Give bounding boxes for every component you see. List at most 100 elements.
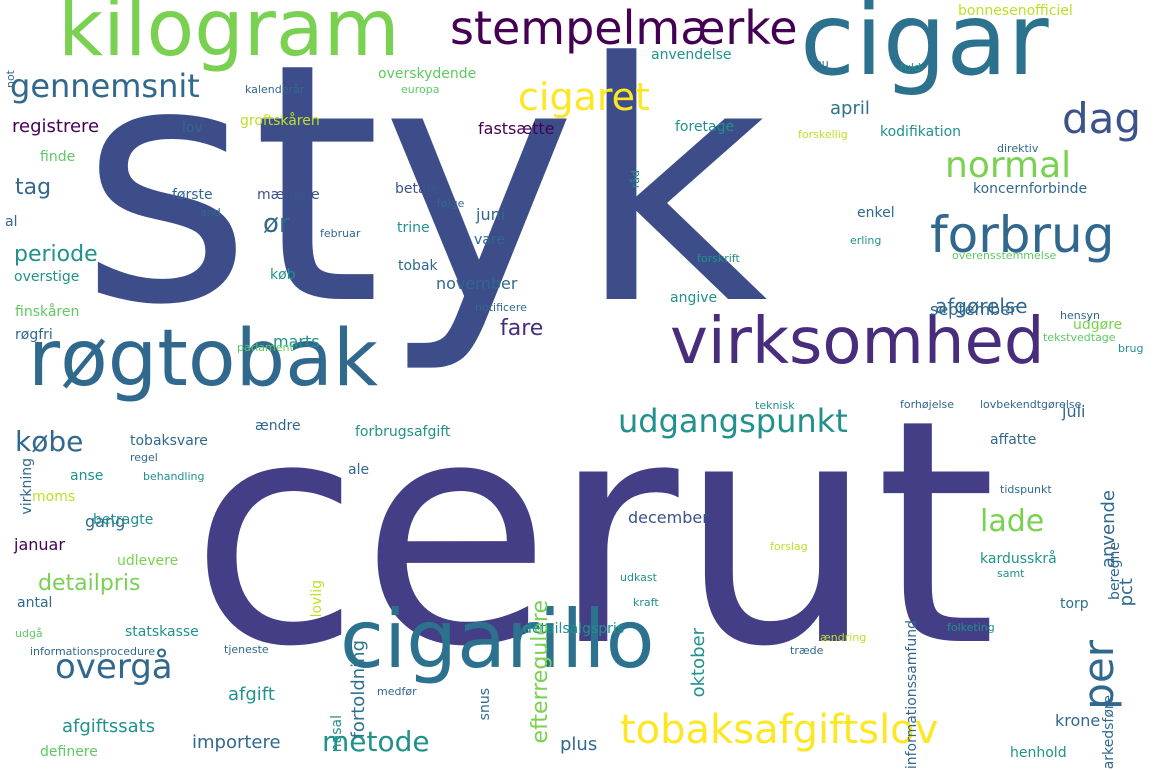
cloud-word: køb: [270, 267, 296, 283]
cloud-word: udgangspunkt: [618, 402, 848, 440]
cloud-word: regel: [130, 451, 158, 464]
cloud-word: enkel: [857, 205, 895, 221]
cloud-word: periode: [14, 242, 98, 267]
cloud-word: kraft: [633, 596, 659, 609]
cloud-word: afgiftssats: [62, 716, 156, 737]
cloud-word: april: [830, 98, 870, 119]
cloud-word: importere: [192, 732, 281, 753]
cloud-word: kodifikation: [880, 124, 962, 140]
cloud-word: betragte: [93, 512, 154, 528]
cloud-word: ør: [263, 209, 290, 239]
cloud-word: virksomhed: [670, 305, 1045, 379]
cloud-word: kilogram: [58, 0, 400, 74]
cloud-word: tidspunkt: [1000, 483, 1052, 496]
cloud-word: fare: [500, 316, 544, 341]
cloud-word: røgtobak: [28, 314, 379, 404]
cloud-word: tekstvedtage: [1043, 331, 1116, 344]
cloud-word: trine: [397, 220, 430, 236]
cloud-word: koncernforbinde: [973, 181, 1088, 197]
cloud-word: brug: [1118, 342, 1144, 355]
cloud-word: ale: [348, 462, 370, 478]
cloud-word: træde: [790, 644, 824, 657]
cloud-word: afgift: [228, 684, 275, 705]
cloud-word: cigarillo: [340, 593, 655, 686]
cloud-word: marts: [273, 332, 320, 351]
cloud-word: forhøjelse: [900, 398, 955, 411]
cloud-word: tag: [15, 175, 52, 200]
cloud-word: krone: [1055, 711, 1101, 730]
cloud-word: overskydende: [378, 66, 477, 82]
cloud-word: markedsføre: [1101, 695, 1117, 770]
cloud-word: gang: [85, 512, 126, 531]
cloud-word: juni: [476, 205, 506, 224]
cloud-word: gennemsnit: [10, 67, 200, 105]
cloud-word: mængde: [257, 187, 320, 203]
cloud-word: samt: [997, 567, 1025, 580]
cloud-word: anse: [70, 468, 104, 484]
cloud-word: anvendelse: [651, 47, 732, 63]
cloud-word: notificere: [475, 301, 527, 314]
cloud-word: købe: [15, 425, 84, 458]
cloud-word: hensyn: [1060, 309, 1100, 322]
cloud-word: juli: [1062, 402, 1086, 421]
cloud-word: bonnesenofficiel: [958, 3, 1073, 19]
cloud-word: udkast: [620, 571, 657, 584]
cloud-word: snus: [477, 688, 493, 721]
cloud-word: nasal: [329, 715, 345, 753]
cloud-word: stempelmærke: [450, 1, 798, 55]
cloud-word: al: [5, 214, 18, 230]
cloud-word: beregne: [1107, 542, 1123, 600]
cloud-word: affatte: [990, 432, 1037, 448]
cloud-word: finde: [40, 149, 76, 165]
cloud-word: udgå: [15, 627, 43, 640]
cloud-word: metode: [322, 725, 430, 758]
cloud-word: torp: [1060, 596, 1089, 612]
cloud-word: detailpris: [38, 571, 141, 596]
cloud-word: afgørelse: [935, 294, 1028, 318]
cloud-word: tjeneste: [224, 643, 269, 656]
cloud-word: vare: [474, 232, 505, 248]
cloud-word: and: [200, 206, 221, 219]
cloud-word: normal: [945, 145, 1072, 186]
cloud-word: forskellig: [798, 128, 848, 141]
cloud-word: udgøre: [1073, 317, 1123, 333]
cloud-word: ændre: [255, 418, 301, 434]
cloud-word: forslag: [770, 540, 808, 553]
cloud-word: udlevere: [117, 553, 179, 569]
cloud-word: cigar: [800, 0, 1049, 98]
cloud-word: europa: [401, 83, 440, 96]
cloud-word: februar: [320, 227, 361, 240]
cloud-word: eu: [815, 57, 829, 70]
cloud-word: overgå: [55, 647, 173, 687]
cloud-word: forbrug: [930, 206, 1115, 264]
cloud-word: statskasse: [125, 624, 199, 640]
cloud-word: september: [930, 300, 1017, 319]
cloud-word: registrere: [12, 116, 100, 137]
cloud-word: forbrugsafgift: [355, 424, 451, 440]
cloud-word: direktiv: [997, 142, 1039, 155]
cloud-word: december: [628, 508, 709, 527]
cloud-word: råd: [629, 170, 642, 189]
cloud-word: følge: [437, 197, 465, 210]
cloud-word: første: [172, 187, 213, 203]
cloud-word: tobak: [398, 258, 438, 274]
cloud-word: plus: [560, 734, 598, 755]
cloud-word: overensstemmelse: [952, 249, 1057, 262]
cloud-word: informationssamfund: [904, 620, 920, 770]
cloud-word: november: [436, 274, 518, 293]
cloud-word: tobaksvare: [130, 433, 208, 449]
cloud-word: overstige: [14, 269, 80, 285]
cloud-word: røgfri: [15, 327, 53, 343]
cloud-word: not: [4, 70, 17, 89]
cloud-word: lovlig: [309, 580, 325, 618]
cloud-word: tobaksafgiftslov: [620, 707, 939, 753]
cloud-word: definere: [40, 744, 98, 760]
cloud-word: fastsætte: [478, 119, 555, 138]
cloud-word: informationsprocedure: [30, 645, 156, 658]
cloud-word: parlament: [237, 341, 294, 354]
cloud-word: finskåren: [15, 304, 80, 320]
cloud-word: dag: [1062, 94, 1142, 143]
cloud-word: moms: [32, 489, 76, 505]
cloud-word: foretage: [675, 119, 735, 135]
cloud-word: behandling: [143, 470, 205, 483]
